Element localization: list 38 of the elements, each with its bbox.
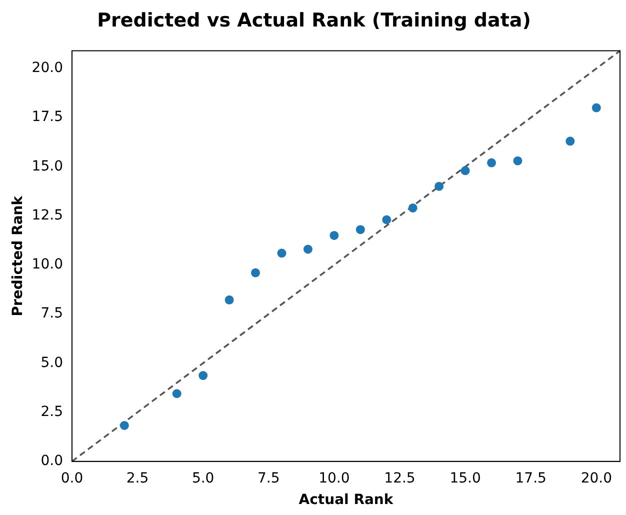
x-tick-label: 7.5 <box>258 470 280 486</box>
chart-title: Predicted vs Actual Rank (Training data) <box>97 9 531 32</box>
x-tick-label: 20.0 <box>580 470 612 486</box>
point <box>592 103 601 112</box>
y-tick-label: 2.5 <box>40 404 63 420</box>
y-tick-label: 5.0 <box>40 354 63 371</box>
y-axis-title: Predicted Rank <box>10 195 26 316</box>
x-tick-label: 12.5 <box>384 470 416 486</box>
point <box>513 156 522 166</box>
point <box>120 420 129 430</box>
point <box>330 230 339 240</box>
x-tick-label: 0.0 <box>60 470 84 486</box>
y-tick-label: 15.0 <box>32 158 63 174</box>
x-tick-label: 2.5 <box>126 470 149 486</box>
point <box>251 268 260 278</box>
y-tick-label: 12.5 <box>32 207 63 224</box>
point <box>198 371 208 380</box>
y-tick-label: 0.0 <box>40 453 63 470</box>
point <box>277 248 286 258</box>
x-tick-label: 10.0 <box>318 470 350 486</box>
x-tick-label: 15.0 <box>450 470 481 486</box>
y-tick-label: 20.0 <box>32 60 63 76</box>
y-tick-label: 7.5 <box>40 306 63 322</box>
y-tick-label: 10.0 <box>32 256 63 273</box>
point <box>434 182 444 191</box>
point <box>408 203 418 212</box>
x-tick-label: 5.0 <box>192 470 214 486</box>
point <box>460 166 470 176</box>
x-axis-title: Actual Rank <box>298 492 394 508</box>
point <box>382 215 392 224</box>
point <box>487 158 496 168</box>
x-tick-label: 17.5 <box>515 470 546 486</box>
y-tick-label: 17.5 <box>32 109 63 126</box>
point <box>303 244 312 254</box>
point <box>566 136 575 146</box>
point <box>356 225 365 234</box>
point <box>224 295 234 304</box>
point <box>172 389 182 398</box>
